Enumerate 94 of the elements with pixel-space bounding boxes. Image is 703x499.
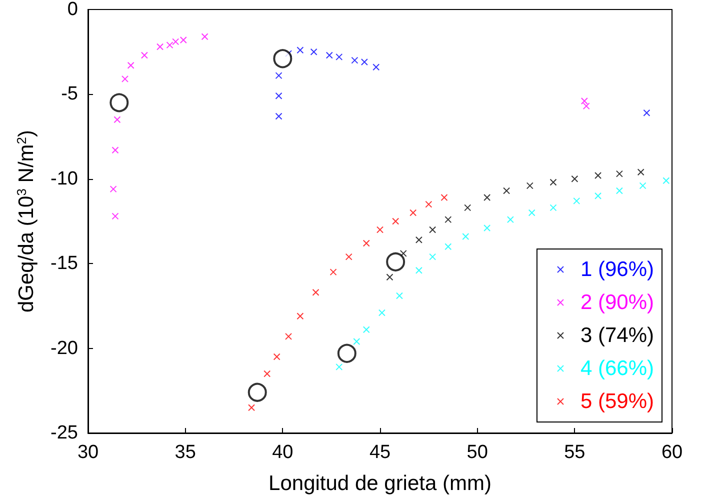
point xyxy=(362,240,370,247)
point xyxy=(275,72,282,80)
legend-label: 5 (59%) xyxy=(580,390,654,413)
point xyxy=(296,312,304,320)
point xyxy=(400,250,407,257)
point xyxy=(360,58,368,66)
y-axis-title: dGeq/da (103 N/m2) xyxy=(14,130,38,313)
point xyxy=(637,168,644,176)
point xyxy=(462,232,470,240)
point xyxy=(440,194,448,202)
point xyxy=(444,243,452,250)
point xyxy=(273,49,292,68)
point xyxy=(362,326,370,334)
point xyxy=(156,43,164,50)
point xyxy=(166,42,174,49)
point xyxy=(464,204,472,212)
x-tick-label: 60 xyxy=(661,442,683,463)
point xyxy=(248,404,256,412)
legend-label: 1 (96%) xyxy=(580,258,654,281)
point xyxy=(386,252,406,272)
point xyxy=(425,200,432,208)
point xyxy=(396,292,403,300)
point xyxy=(110,93,129,112)
point xyxy=(264,370,271,378)
point xyxy=(121,75,128,82)
point xyxy=(127,62,134,69)
point xyxy=(429,226,436,234)
point xyxy=(526,182,534,190)
y-tick-label: -10 xyxy=(50,168,78,190)
point xyxy=(336,363,343,370)
point xyxy=(392,218,400,225)
x-tick-label: 30 xyxy=(77,442,99,463)
point xyxy=(312,288,320,296)
point xyxy=(616,170,623,178)
y-tick-label: -5 xyxy=(61,84,78,105)
point xyxy=(275,112,282,120)
point xyxy=(140,52,148,59)
point xyxy=(378,309,386,316)
point xyxy=(643,109,650,116)
point xyxy=(201,33,208,40)
point xyxy=(484,224,491,232)
point xyxy=(571,175,578,182)
point xyxy=(336,53,343,60)
x-axis-title: Longitud de grieta (mm) xyxy=(268,472,492,495)
point xyxy=(351,56,358,64)
legend-label: 4 (66%) xyxy=(580,357,654,380)
x-tick-label: 35 xyxy=(174,442,196,463)
point xyxy=(372,64,380,71)
point xyxy=(172,38,180,46)
point xyxy=(616,187,623,194)
point xyxy=(429,253,436,260)
point xyxy=(248,382,267,402)
point xyxy=(639,182,646,190)
legend-label: 3 (74%) xyxy=(580,324,654,347)
point xyxy=(330,268,337,276)
point xyxy=(275,92,282,100)
point xyxy=(415,266,422,274)
point xyxy=(662,177,670,184)
y-tick-label: 0 xyxy=(67,0,78,20)
x-tick-label: 50 xyxy=(466,442,488,463)
point xyxy=(415,236,422,244)
point xyxy=(376,226,384,234)
point xyxy=(386,274,394,281)
x-tick-label: 40 xyxy=(272,442,294,463)
point xyxy=(180,36,187,44)
point xyxy=(550,204,557,212)
point xyxy=(528,209,536,216)
point xyxy=(110,186,117,193)
point xyxy=(112,212,119,220)
y-tick-label: -20 xyxy=(50,338,78,359)
point xyxy=(503,187,510,194)
point xyxy=(506,216,514,224)
point xyxy=(550,178,557,186)
x-tick-label: 55 xyxy=(564,442,586,463)
point xyxy=(296,46,304,54)
y-tick-label: -15 xyxy=(50,253,78,274)
point xyxy=(112,146,119,154)
legend-label: 2 (90%) xyxy=(580,291,654,314)
point xyxy=(484,194,491,202)
point xyxy=(310,48,318,56)
point xyxy=(444,216,452,224)
y-tick-label: -25 xyxy=(50,422,78,444)
point xyxy=(353,338,360,346)
point xyxy=(285,332,292,340)
point xyxy=(345,253,352,260)
point xyxy=(573,197,580,204)
point xyxy=(594,172,602,180)
point xyxy=(326,52,333,59)
x-tick-label: 45 xyxy=(369,442,391,463)
point xyxy=(114,116,121,124)
point xyxy=(594,192,602,200)
point xyxy=(337,344,356,363)
point xyxy=(273,353,280,360)
point xyxy=(410,209,417,216)
